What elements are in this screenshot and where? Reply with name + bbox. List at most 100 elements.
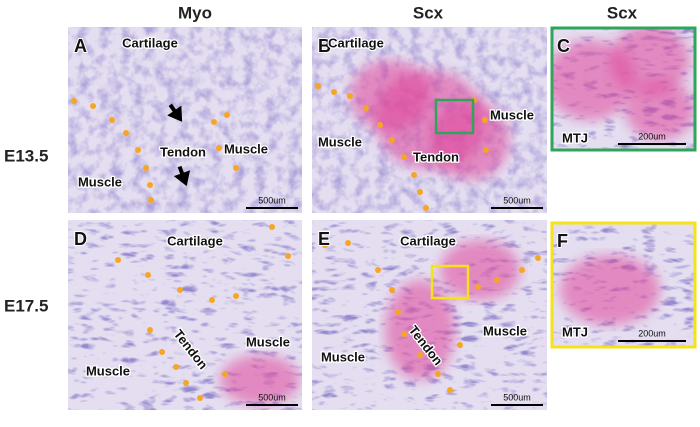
marker-dot (211, 119, 217, 125)
marker-dot (315, 83, 321, 89)
marker-dot (109, 117, 115, 123)
marker-dot (115, 257, 121, 263)
inset-box (430, 264, 470, 300)
tissue-label: Muscle (483, 323, 527, 338)
scale-bar-label: 200um (638, 328, 666, 338)
marker-dot (375, 267, 381, 273)
tissue-label: Cartilage (328, 35, 384, 50)
tissue-label: Muscle (86, 363, 130, 378)
marker-dot (475, 284, 481, 290)
marker-dot (322, 242, 328, 248)
marker-dot (535, 255, 541, 261)
stain (610, 27, 690, 95)
arrow (173, 165, 191, 187)
row-label: E17.5 (4, 296, 48, 315)
panel-letter: E (318, 229, 330, 249)
marker-dot (233, 293, 239, 299)
column-header: Myo (178, 3, 212, 22)
column-header: Scx (413, 3, 444, 22)
panel-image (312, 220, 547, 410)
panel-image (312, 27, 547, 213)
stain (560, 255, 660, 325)
marker-dot (417, 189, 423, 195)
tissue-label: MTJ (562, 130, 588, 145)
panel: A Cartilage Tendon Muscle Muscle 500um (68, 27, 302, 213)
panel-letter: A (74, 36, 87, 56)
marker-dot (447, 387, 453, 393)
marker-dot (183, 380, 189, 386)
marker-dot (395, 309, 401, 315)
marker-dot (209, 297, 215, 303)
border (550, 26, 697, 152)
column-header: Scx (607, 3, 638, 22)
tissue-label: Muscle (490, 107, 534, 122)
marker-dot (197, 395, 203, 401)
stain (385, 280, 455, 380)
panel: F MTJ 200um (550, 221, 697, 349)
row-label: E13.5 (4, 146, 48, 165)
marker-dot (331, 89, 337, 95)
marker-dot (423, 205, 429, 211)
marker-dot (401, 154, 407, 160)
panel-image (68, 27, 302, 213)
tissue-label: Tendon (160, 144, 206, 159)
marker-dot (483, 147, 489, 153)
marker-dot (216, 145, 222, 151)
marker-dot (135, 147, 141, 153)
marker-dot (347, 93, 353, 99)
marker-dot (519, 267, 525, 273)
tissue-label: Muscle (78, 174, 122, 189)
tissue-label: Tendon (413, 149, 459, 164)
marker-dot (222, 371, 228, 377)
panel-letter: C (557, 36, 570, 56)
marker-dot (147, 182, 153, 188)
stain (440, 240, 520, 300)
scale-bar-label: 500um (258, 195, 286, 205)
marker-dot (233, 165, 239, 171)
panel-image (551, 27, 696, 151)
tissue-label: Muscle (246, 334, 290, 349)
panel-image (68, 220, 302, 410)
stain (350, 60, 430, 130)
marker-dot (482, 117, 488, 123)
scale-bar-label: 500um (503, 195, 531, 205)
arrow (167, 103, 183, 122)
marker-dot (123, 130, 129, 136)
marker-dot (177, 287, 183, 293)
stain (430, 100, 510, 180)
marker-dot (435, 371, 441, 377)
tissue-label: Muscle (224, 141, 268, 156)
marker-dot (285, 253, 291, 259)
marker-dot (494, 277, 500, 283)
marker-dot (411, 172, 417, 178)
tissue-label: Cartilage (122, 35, 178, 50)
marker-dot (159, 349, 165, 355)
panel: C MTJ 200um (550, 26, 697, 152)
scale-bar-label: 500um (258, 392, 286, 402)
panel-letter: B (318, 36, 331, 56)
marker-dot (363, 105, 369, 111)
marker-dot (173, 364, 179, 370)
tissue-label: Cartilage (400, 233, 456, 248)
border (550, 221, 697, 349)
marker-dot (147, 327, 153, 333)
marker-dot (224, 112, 230, 118)
tissue-label: Muscle (318, 134, 362, 149)
inset-box (434, 98, 475, 135)
marker-dot (417, 352, 423, 358)
scale-bar-label: 500um (503, 392, 531, 402)
marker-dot (389, 137, 395, 143)
stain (625, 80, 695, 140)
scale-bar-label: 200um (638, 131, 666, 141)
marker-dot (377, 122, 383, 128)
panel-image (551, 222, 696, 348)
marker-dot (401, 331, 407, 337)
marker-dot (389, 287, 395, 293)
tissue-label: MTJ (562, 324, 588, 339)
marker-dot (148, 197, 154, 203)
